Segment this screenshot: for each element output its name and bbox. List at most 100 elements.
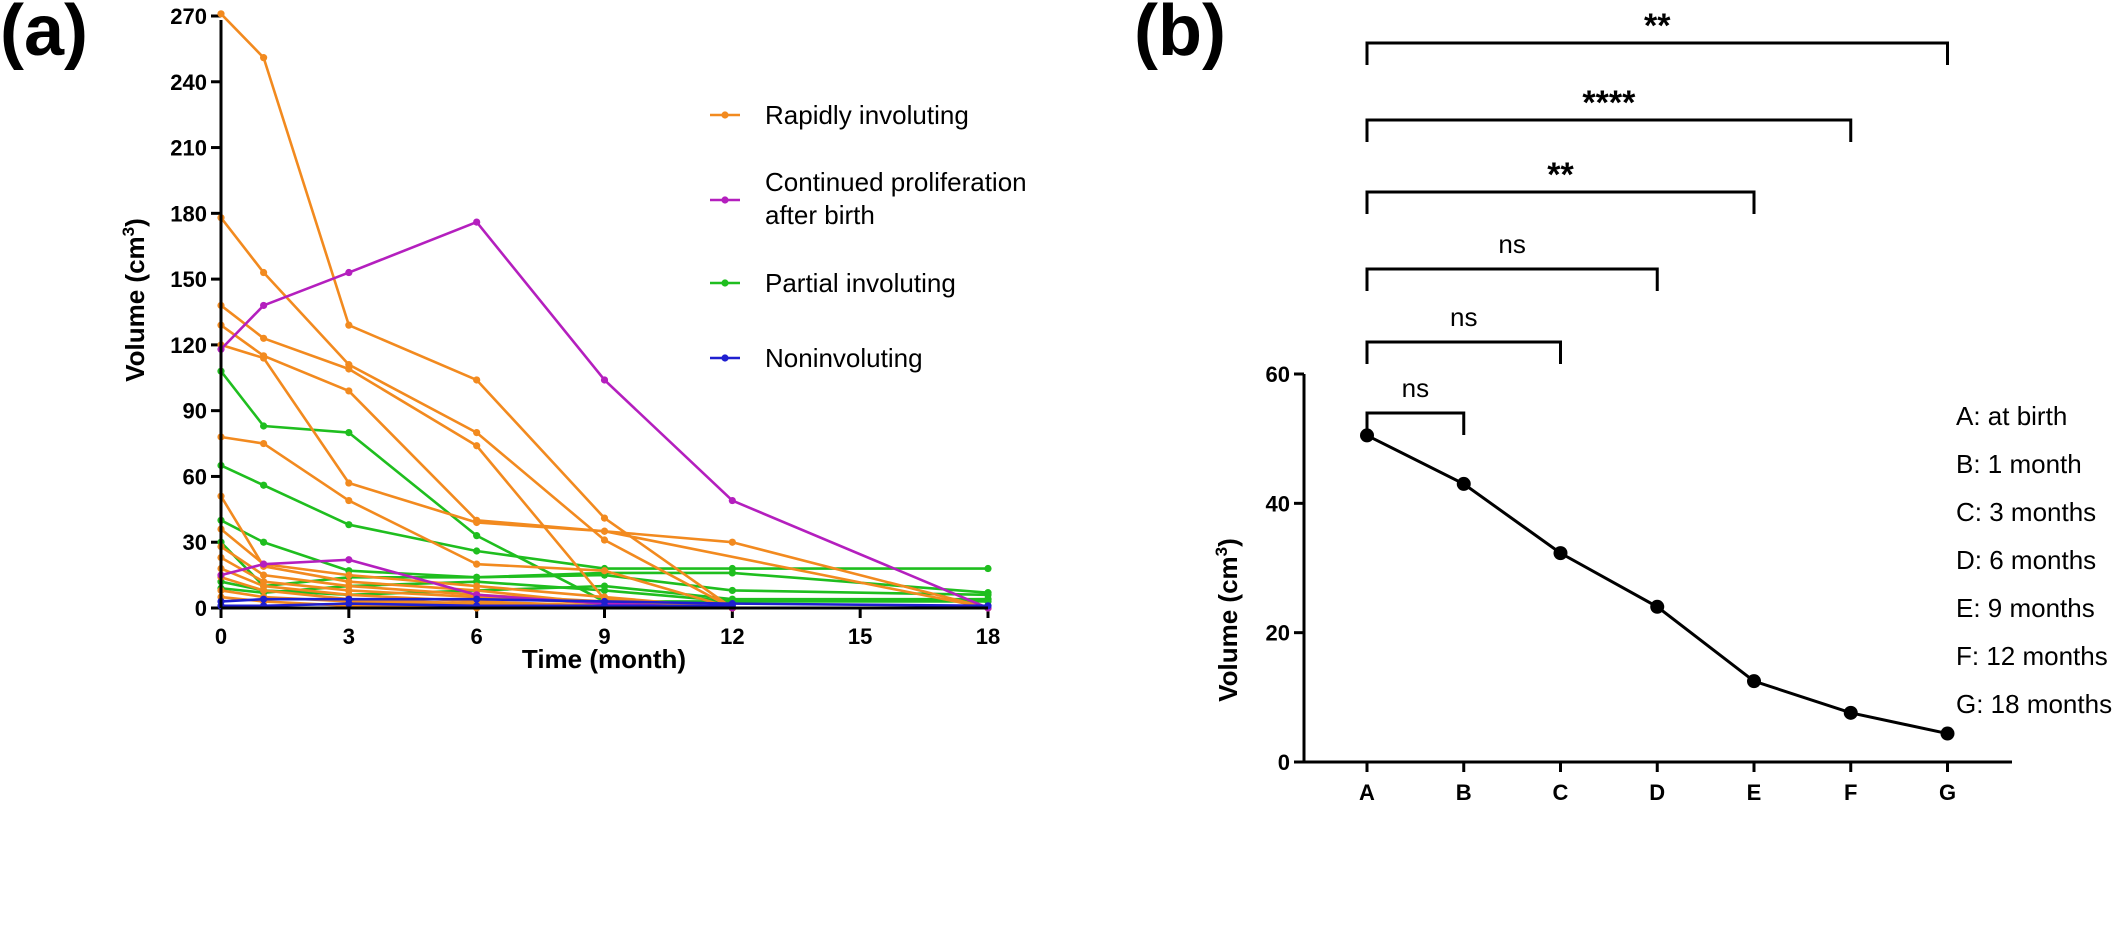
- legend-label: Continued proliferation: [765, 167, 1027, 197]
- data-point: [600, 514, 609, 522]
- data-point: [345, 496, 353, 505]
- x-tick-label: F: [1844, 780, 1857, 805]
- data-point: [984, 564, 992, 573]
- data-point: [345, 365, 353, 373]
- category-key-item: G: 18 months: [1956, 689, 2112, 719]
- data-point: [345, 268, 353, 277]
- data-point: [260, 268, 268, 277]
- y-tick-label: 150: [170, 267, 207, 292]
- bracket-line: [1365, 267, 1659, 291]
- data-point: [260, 301, 268, 310]
- significance-label: ns: [1450, 302, 1477, 332]
- data-point: [473, 560, 481, 568]
- data-point: [260, 439, 268, 448]
- data-point: [260, 595, 268, 603]
- significance-bracket: ns: [1365, 373, 1466, 435]
- y-tick-label: 60: [183, 464, 207, 489]
- category-key-item: B: 1 month: [1956, 449, 2082, 479]
- data-point: [473, 218, 481, 226]
- y-tick-label: 60: [1266, 362, 1290, 387]
- data-point: [260, 422, 268, 430]
- bracket-line: [1365, 41, 1949, 65]
- data-point: [1940, 726, 1955, 741]
- y-tick-label: 0: [195, 596, 207, 621]
- series-path: [219, 216, 733, 610]
- data-point: [473, 582, 481, 590]
- y-tick-label: 90: [183, 399, 207, 424]
- data-point: [260, 354, 268, 362]
- bracket-line: [1365, 118, 1853, 142]
- data-point: [728, 538, 736, 546]
- category-key-item: F: 12 months: [1956, 641, 2108, 671]
- data-point: [473, 595, 481, 603]
- x-tick-label: 9: [598, 624, 610, 649]
- data-point: [600, 527, 609, 535]
- data-point: [345, 321, 353, 329]
- panel-a-x-axis-title: Time (month): [522, 644, 686, 674]
- category-key-item: D: 6 months: [1956, 545, 2096, 575]
- panel-a-x-ticks: 0 3 6 9 12 15 18: [215, 608, 1000, 649]
- series-path: [220, 558, 733, 610]
- series-path: [220, 528, 733, 610]
- data-point: [473, 518, 481, 527]
- panel-b-x-ticks: A B C D E F G: [1359, 762, 1956, 805]
- significance-bracket: ****: [1365, 84, 1853, 142]
- data-point: [345, 600, 353, 608]
- y-tick-label: 0: [1278, 750, 1290, 775]
- bracket-line: [1365, 190, 1756, 214]
- x-tick-label: 15: [848, 624, 872, 649]
- significance-bracket: **: [1365, 156, 1756, 214]
- data-point: [345, 556, 353, 564]
- significance-label: ns: [1498, 229, 1525, 259]
- data-point: [1747, 674, 1761, 689]
- data-point: [728, 569, 736, 577]
- significance-bracket: ns: [1365, 229, 1659, 291]
- series-line-continued-proliferation-after-birth: [217, 218, 992, 612]
- data-point: [600, 536, 609, 544]
- legend-item: Noninvoluting: [710, 343, 923, 373]
- y-tick-label: 30: [183, 530, 207, 555]
- y-tick-label: 120: [170, 333, 207, 358]
- legend-item: Rapidly involuting: [710, 100, 969, 130]
- x-tick-label: 0: [215, 624, 227, 649]
- data-point: [1650, 599, 1665, 614]
- data-point: [260, 334, 268, 342]
- panel-b-category-key: A: at birth B: 1 month C: 3 months D: 6 mon…: [1956, 401, 2112, 719]
- data-point: [260, 54, 268, 62]
- series-path: [220, 435, 733, 610]
- y-tick-label: 40: [1266, 491, 1290, 516]
- series-path: [221, 602, 733, 608]
- x-tick-label: 6: [471, 624, 483, 649]
- data-point: [473, 547, 481, 555]
- data-point: [345, 479, 353, 487]
- panel-a-series: [217, 10, 992, 612]
- y-tick-label: 270: [170, 4, 207, 29]
- x-tick-label: 3: [343, 624, 355, 649]
- data-point: [1843, 705, 1858, 720]
- x-tick-label: 12: [720, 624, 744, 649]
- significance-label: ****: [1582, 84, 1636, 122]
- category-key-item: E: 9 months: [1956, 593, 2095, 623]
- series-path: [220, 324, 989, 610]
- data-point: [345, 521, 353, 529]
- category-key-item: C: 3 months: [1956, 497, 2096, 527]
- data-point: [260, 560, 268, 568]
- data-point: [600, 586, 609, 595]
- legend-item: Partial involuting: [710, 268, 956, 298]
- data-point: [473, 428, 481, 437]
- panel-a-y-ticks: 0 30 60 90 120 150 180 210 240 270: [170, 4, 221, 621]
- panel-b-y-axis-title: Volume (cm3): [1212, 538, 1243, 702]
- series-line-partial-involuting: [217, 461, 992, 573]
- x-tick-label: B: [1456, 780, 1472, 805]
- legend-marker: [721, 196, 729, 204]
- legend-label: after birth: [765, 200, 875, 230]
- y-tick-label: 240: [170, 70, 207, 95]
- x-tick-label: A: [1359, 780, 1375, 805]
- data-point: [1360, 428, 1374, 443]
- y-tick-label: 210: [170, 136, 207, 161]
- panel-b-y-ticks: 0 20 40 60: [1266, 362, 1304, 775]
- panel-b-label: (b): [1134, 0, 1226, 71]
